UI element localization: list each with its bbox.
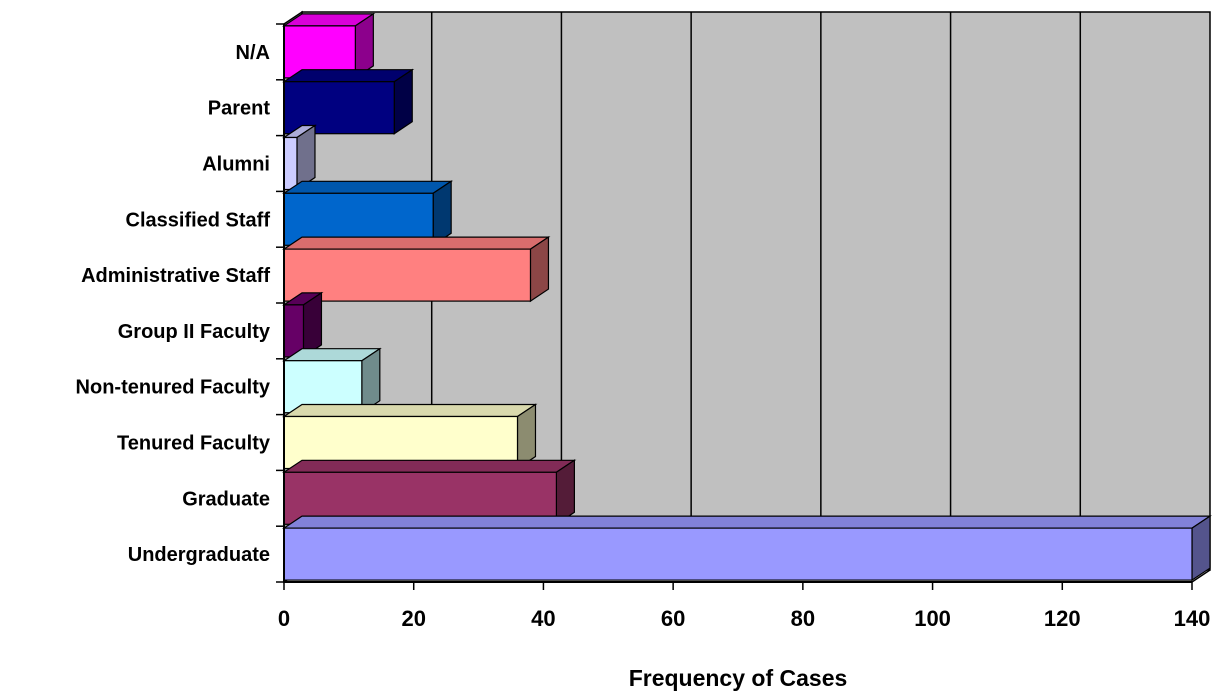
bar-side-non-tenured-faculty — [361, 347, 381, 414]
x-tick-label-0: 0 — [278, 606, 290, 631]
category-label-parent: Parent — [208, 98, 271, 120]
bar-classified-staff — [282, 180, 454, 247]
category-label-non-tenured-faculty: Non-tenured Faculty — [76, 377, 271, 399]
bar-side-n-a — [354, 12, 374, 80]
category-label-alumni: Alumni — [202, 154, 270, 176]
bar-administrative-staff — [282, 235, 551, 303]
bar-side-undergraduate — [1191, 514, 1211, 582]
bar-group-ii-faculty — [282, 291, 324, 359]
labels: N/A Parent Alumni Classified Staff Administr… — [76, 42, 1211, 631]
bar-top-parent — [282, 69, 415, 83]
x-tick-label-40: 40 — [531, 606, 555, 631]
x-tick-label-100: 100 — [914, 606, 951, 631]
bar-top-graduate — [282, 459, 577, 473]
bar-side-graduate — [555, 459, 576, 526]
bar-side-administrative-staff — [529, 235, 550, 303]
bar-top-administrative-staff — [282, 236, 551, 250]
bar-parent — [282, 68, 415, 135]
category-label-undergraduate: Undergraduate — [128, 544, 270, 566]
bar-tenured-faculty — [282, 403, 538, 470]
x-axis-title: Frequency of Cases — [629, 665, 848, 691]
category-label-tenured-faculty: Tenured Faculty — [117, 433, 271, 455]
bar-non-tenured-faculty — [282, 347, 382, 414]
bar-graduate — [282, 459, 577, 526]
bar-front-alumni — [283, 136, 298, 191]
bar-top-undergraduate — [282, 515, 1212, 529]
category-label-classified-staff: Classified Staff — [126, 209, 271, 231]
category-label-n-a: N/A — [236, 42, 270, 64]
bar-top-classified-staff — [282, 180, 454, 194]
category-label-administrative-staff: Administrative Staff — [81, 265, 270, 287]
floor-edge — [1191, 569, 1211, 583]
bar-undergraduate — [282, 514, 1212, 582]
x-tick-label-120: 120 — [1044, 606, 1081, 631]
bars — [282, 12, 1212, 582]
category-label-group-ii-faculty: Group II Faculty — [118, 321, 271, 343]
x-tick-label-140: 140 — [1174, 606, 1211, 631]
bar-side-parent — [393, 68, 413, 135]
x-tick-label-20: 20 — [401, 606, 425, 631]
bar-n-a — [282, 12, 376, 80]
bar-front-undergraduate — [283, 527, 1193, 581]
bar-side-alumni — [296, 124, 316, 191]
bar-side-classified-staff — [432, 180, 452, 247]
bar-front-administrative-staff — [283, 248, 532, 302]
x-tick-label-60: 60 — [661, 606, 685, 631]
axes — [276, 23, 1211, 590]
bar-alumni — [282, 124, 317, 191]
bar-top-tenured-faculty — [282, 403, 538, 418]
bar-side-tenured-faculty — [516, 403, 537, 470]
category-label-graduate: Graduate — [182, 488, 270, 510]
bar-side-group-ii-faculty — [302, 291, 323, 359]
x-tick-label-80: 80 — [791, 606, 815, 631]
